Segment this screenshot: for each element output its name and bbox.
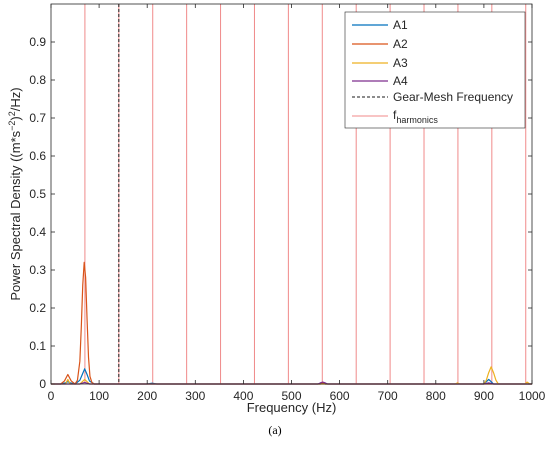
legend-label-gear-mesh: Gear-Mesh Frequency <box>393 90 513 104</box>
x-axis-label: Frequency (Hz) <box>247 400 337 415</box>
x-tick-label-0: 0 <box>48 389 55 403</box>
legend: A1 A2 A3 A4 Gear-Mesh Frequency fharmoni… <box>344 11 526 129</box>
y-tick-label-2: 0.2 <box>29 301 46 315</box>
psd-chart: 0 100 200 300 400 500 600 700 800 900 1000 0 0.1 0.2… <box>7 3 546 415</box>
x-tick-label-700: 700 <box>378 389 398 403</box>
x-tick-label-300: 300 <box>185 389 205 403</box>
legend-label-harmonics-main: f <box>393 108 397 122</box>
x-tick-label-200: 200 <box>137 389 157 403</box>
y-axis-label-exp1: −2 <box>7 121 17 131</box>
y-tick-label-6: 0.6 <box>29 149 46 163</box>
y-tick-label-1: 0.1 <box>29 339 46 353</box>
figure-caption: (a) <box>268 423 282 437</box>
x-tick-label-600: 600 <box>330 389 350 403</box>
x-tick-label-800: 800 <box>426 389 446 403</box>
y-tick-label-7: 0.7 <box>29 111 46 125</box>
legend-label-a3: A3 <box>393 56 408 70</box>
y-tick-label-3: 0.3 <box>29 263 46 277</box>
y-tick-label-8: 0.8 <box>29 73 46 87</box>
y-tick-label-5: 0.5 <box>29 187 46 201</box>
legend-label-a2: A2 <box>393 37 408 51</box>
y-tick-label-9: 0.9 <box>29 35 46 49</box>
x-tick-label-1000: 1000 <box>519 389 546 403</box>
legend-label-a4: A4 <box>393 74 408 88</box>
legend-label-a1: A1 <box>393 18 408 32</box>
x-tick-label-500: 500 <box>281 389 301 403</box>
y-tick-label-0: 0 <box>39 377 46 391</box>
y-axis-label-main: Power Spectral Density ((m*s <box>8 130 23 300</box>
x-tick-label-400: 400 <box>233 389 253 403</box>
y-axis-label: Power Spectral Density ((m*s−2)2/Hz) <box>7 87 23 300</box>
y-axis-label-close: ) <box>8 116 23 120</box>
y-axis-label-unit: /Hz) <box>8 87 23 111</box>
legend-label-harmonics-sub: harmonics <box>396 115 438 125</box>
y-tick-label-4: 0.4 <box>29 225 46 239</box>
x-tick-label-900: 900 <box>474 389 494 403</box>
legend-label-harmonics: fharmonics <box>393 108 438 125</box>
legend-box <box>344 11 526 129</box>
series-line-a4 <box>51 381 532 385</box>
x-tick-label-100: 100 <box>89 389 109 403</box>
y-axis-label-exp2: 2 <box>7 111 17 116</box>
